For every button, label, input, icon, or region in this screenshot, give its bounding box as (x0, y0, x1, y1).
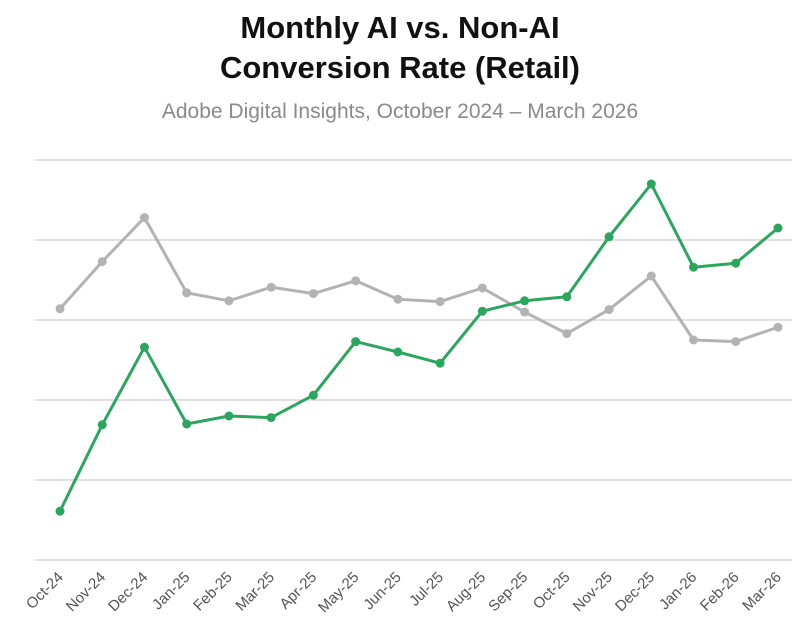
data-point (139, 342, 149, 352)
x-tick-label: Nov-24 (63, 569, 109, 615)
x-tick-label: Jul-25 (406, 569, 447, 610)
data-point (773, 322, 783, 332)
data-point (773, 223, 783, 233)
data-point (731, 337, 741, 347)
x-tick-label: Aug-25 (443, 569, 489, 615)
x-tick-label: Feb-26 (697, 569, 743, 615)
data-point (224, 296, 234, 306)
data-point (351, 337, 361, 347)
x-tick-label: Dec-25 (612, 569, 658, 615)
data-point (308, 390, 318, 400)
chart-subtitle: Adobe Digital Insights, October 2024 – M… (161, 100, 639, 123)
data-point (266, 282, 276, 292)
data-point (477, 283, 487, 293)
data-point (435, 297, 445, 307)
x-tick-label: Oct-25 (530, 569, 574, 613)
data-point (393, 347, 403, 357)
data-point (689, 262, 699, 272)
data-point (97, 420, 107, 430)
data-point (562, 329, 572, 339)
data-point (139, 213, 149, 223)
data-line (58, 216, 779, 344)
data-point (393, 294, 403, 304)
data-point (646, 179, 656, 189)
data-point (55, 304, 65, 314)
data-point (224, 411, 234, 421)
data-point (604, 232, 614, 242)
data-point (646, 271, 656, 281)
chart-title: Monthly AI vs. Non-AI Conversion Rate (R… (219, 10, 580, 85)
x-tick-label: Sep-25 (485, 569, 531, 615)
x-tick-label: Nov-25 (570, 569, 616, 615)
x-tick-label: Mar-25 (232, 569, 278, 615)
data-point (520, 296, 530, 306)
data-point (182, 419, 192, 429)
data-point (266, 413, 276, 423)
data-point (604, 305, 614, 315)
x-tick-label: Jan-26 (656, 569, 700, 613)
x-tick-label: Oct-24 (23, 569, 67, 613)
data-point (562, 292, 572, 302)
x-tick-label: Apr-25 (276, 569, 320, 613)
x-tick-label: Feb-25 (190, 569, 236, 615)
x-tick-label: May-25 (315, 569, 362, 616)
data-point (182, 288, 192, 298)
data-point (351, 276, 361, 286)
x-tick-label: Mar-26 (739, 569, 785, 615)
data-point (97, 257, 107, 267)
data-point (689, 335, 699, 345)
data-point (731, 258, 741, 268)
data-line (58, 182, 779, 512)
data-point (435, 358, 445, 368)
data-point (477, 306, 487, 316)
data-point (308, 289, 318, 299)
data-point (55, 506, 65, 516)
data-point (520, 307, 530, 317)
x-tick-label: Dec-24 (105, 569, 151, 615)
x-tick-label: Jan-25 (149, 569, 193, 613)
x-tick-label: Jun-25 (360, 569, 404, 613)
